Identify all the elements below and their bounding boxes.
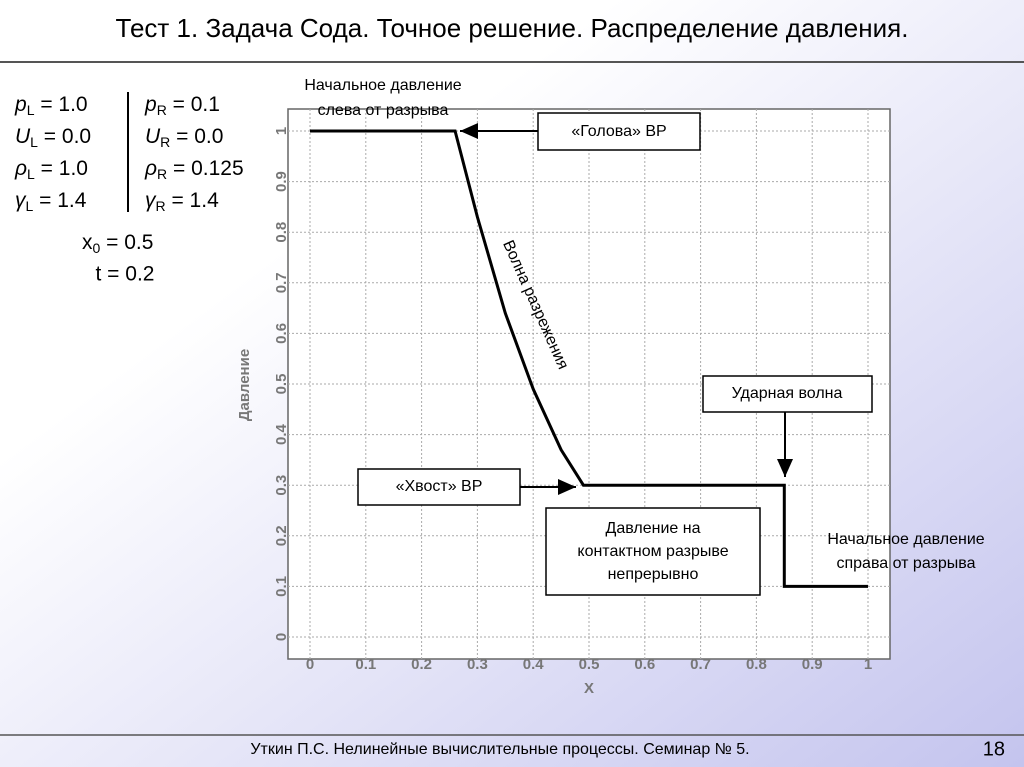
x-tick-label: 0.6 [634, 656, 655, 673]
x-tick-label: 0.5 [579, 656, 600, 673]
value: = 1.0 [34, 93, 87, 116]
y-axis-label: Давление [236, 349, 253, 421]
value: = 0.0 [170, 125, 223, 148]
x-tick-label: 0.3 [467, 656, 488, 673]
symbol: U [15, 125, 31, 148]
y-tick-label: 0.8 [273, 222, 290, 243]
annotation: «Голова» ВР [571, 123, 666, 140]
slide-title: Тест 1. Задача Сода. Точное решение. Рас… [116, 13, 909, 43]
annotation: Давление на [606, 520, 701, 537]
parameter: γL = 1.4 [15, 189, 87, 214]
footer: Уткин П.С. Нелинейные вычислительные про… [250, 741, 749, 758]
parameter: ρL = 1.0 [14, 157, 88, 182]
symbol: γ [15, 189, 27, 212]
symbol: p [14, 93, 27, 116]
annotation-box [545, 507, 761, 596]
x-tick-label: 0.1 [355, 656, 376, 673]
y-tick-label: 0.4 [273, 424, 290, 446]
subscript: L [27, 102, 35, 118]
chart: 0 0.1 0.2 0.3 0.4 0.5 0.6 0.7 0.8 0.9 1 0 0.1 0.2 0.3 0… [236, 77, 985, 697]
y-tick-label: 0.6 [273, 323, 290, 344]
annotation: слева от разрыва [318, 102, 449, 119]
x-tick-label: 0.7 [690, 656, 711, 673]
annotation: контактном разрыве [577, 543, 728, 560]
parameter: UR = 0.0 [145, 125, 223, 150]
annotation: Начальное давление [827, 531, 984, 548]
subscript: R [157, 102, 167, 118]
symbol: x [82, 231, 93, 254]
y-tick-label: 0.5 [273, 374, 290, 395]
y-tick-label: 0 [273, 633, 290, 641]
x-tick-label: 0.8 [746, 656, 767, 673]
parameter: x0 = 0.5 [82, 231, 153, 256]
annotation: «Хвост» ВР [396, 478, 483, 495]
y-tick-label: 0.3 [273, 475, 290, 496]
parameter: pL = 1.0 [14, 93, 88, 118]
x-tick-label: 0.2 [411, 656, 432, 673]
annotation: Начальное давление [304, 77, 461, 94]
x-tick-label: 0 [306, 656, 314, 673]
annotation-box [357, 468, 521, 506]
value: = 0.5 [100, 231, 153, 254]
x-tick-label: 1 [864, 656, 872, 673]
subscript: 0 [93, 240, 101, 256]
annotation: Ударная волна [732, 385, 843, 402]
subscript: R [156, 198, 166, 214]
y-tick-label: 0.7 [273, 272, 290, 293]
line [310, 129, 868, 588]
y-tick-label: 0.1 [273, 576, 290, 597]
x-tick-label: 0.9 [802, 656, 823, 673]
value: = 1.0 [35, 157, 88, 180]
parameter: pR = 0.1 [144, 93, 220, 118]
value: = 0.0 [38, 125, 91, 148]
x-tick-label: 0.4 [523, 656, 545, 673]
y-tick-label: 0.2 [273, 525, 290, 546]
parameter: UL = 0.0 [15, 125, 91, 150]
subscript: L [27, 166, 35, 182]
annotation-box [537, 112, 701, 151]
x-axis-label: X [584, 680, 594, 697]
y-tick-label: 1 [273, 127, 290, 135]
y-tick-label: 0.9 [273, 171, 290, 192]
annotation-box [702, 375, 873, 413]
value: = 0.125 [167, 157, 243, 180]
value: = 0.1 [167, 93, 220, 116]
annotation: справа от разрыва [836, 555, 975, 572]
annotation: непрерывно [608, 566, 699, 583]
value: = 1.4 [33, 189, 86, 212]
symbol: p [144, 93, 157, 116]
subscript: L [30, 134, 38, 150]
symbol: γ [145, 189, 157, 212]
symbol: U [145, 125, 161, 148]
subscript: R [157, 166, 167, 182]
symbol: ρ [14, 157, 27, 180]
subscript: L [26, 198, 34, 214]
symbol: ρ [144, 157, 157, 180]
parameter: t = 0.2 [96, 263, 155, 286]
subscript: R [160, 134, 170, 150]
parameter: ρR = 0.125 [144, 157, 244, 182]
page-number: 18 [983, 738, 1005, 760]
parameters: pL = 1.0 pR = 0.1UL = 0.0 UR = 0.0ρL = 1.0… [14, 93, 244, 286]
value: = 1.4 [166, 189, 219, 212]
parameter: γR = 1.4 [145, 189, 219, 214]
